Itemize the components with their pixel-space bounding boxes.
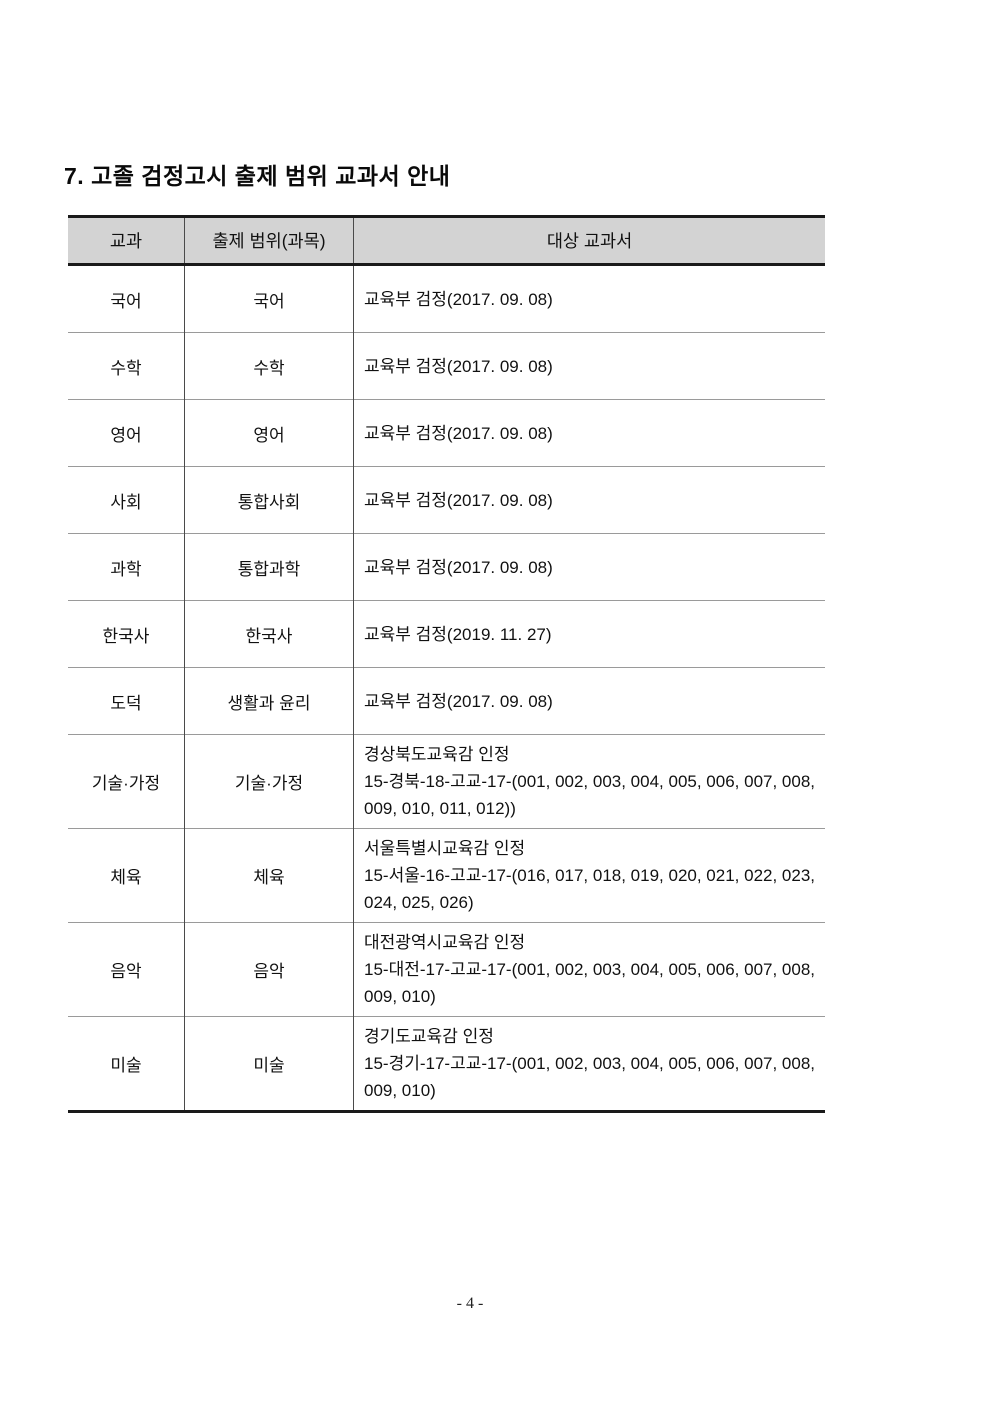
table-row: 국어 국어 교육부 검정(2017. 09. 08) [68,264,825,333]
cell-subject: 기술·가정 [68,734,185,829]
table-row: 음악 음악 대전광역시교육감 인정 15-대전-17-고교-17-(001, 0… [68,922,825,1017]
cell-textbook: 교육부 검정(2019. 11. 27) [353,600,825,668]
cell-subject: 도덕 [68,667,185,735]
page-title: 7. 고졸 검정고시 출제 범위 교과서 안내 [64,163,451,189]
table-row: 체육 체육 서울특별시교육감 인정 15-서울-16-고교-17-(016, 0… [68,828,825,923]
cell-scope: 영어 [184,399,354,467]
page-number: - 4 - [456,1295,484,1312]
cell-subject: 영어 [68,399,185,467]
cell-textbook: 교육부 검정(2017. 09. 08) [353,533,825,601]
cell-scope: 생활과 윤리 [184,667,354,735]
cell-textbook: 경기도교육감 인정 15-경기-17-고교-17-(001, 002, 003,… [353,1016,825,1112]
cell-subject: 체육 [68,828,185,923]
cell-scope: 체육 [184,828,354,923]
cell-subject: 한국사 [68,600,185,668]
table-row: 영어 영어 교육부 검정(2017. 09. 08) [68,399,825,467]
cell-scope: 기술·가정 [184,734,354,829]
table-header: 교과 출제 범위(과목) 대상 교과서 [68,216,825,266]
cell-textbook: 경상북도교육감 인정 15-경북-18-고교-17-(001, 002, 003… [353,734,825,829]
table-row: 수학 수학 교육부 검정(2017. 09. 08) [68,332,825,400]
cell-subject: 음악 [68,922,185,1017]
cell-textbook: 대전광역시교육감 인정 15-대전-17-고교-17-(001, 002, 00… [353,922,825,1017]
cell-textbook: 교육부 검정(2017. 09. 08) [364,289,553,309]
cell-textbook: 서울특별시교육감 인정 15-서울-16-고교-17-(016, 017, 01… [353,828,825,923]
table-row: 미술 미술 경기도교육감 인정 15-경기-17-고교-17-(001, 002… [68,1016,825,1112]
cell-subject: 과학 [68,533,185,601]
table-row: 사회 통합사회 교육부 검정(2017. 09. 08) [68,466,825,534]
cell-textbook: 교육부 검정(2017. 09. 08) [353,332,825,400]
table-header-row: 교과 출제 범위(과목) 대상 교과서 [68,216,825,266]
header-scope: 출제 범위(과목) [184,216,354,266]
table-row: 도덕 생활과 윤리 교육부 검정(2017. 09. 08) [68,667,825,735]
cell-scope: 통합사회 [184,466,354,534]
cell-scope: 한국사 [184,600,354,668]
cell-textbook: 교육부 검정(2017. 09. 08) [353,667,825,735]
header-textbook: 대상 교과서 [353,216,825,266]
table-body: 국어 국어 교육부 검정(2017. 09. 08) 수학 수학 교육부 검정(… [68,264,825,1112]
cell-scope: 음악 [184,922,354,1017]
table-row: 과학 통합과학 교육부 검정(2017. 09. 08) [68,533,825,601]
table-row: 기술·가정 기술·가정 경상북도교육감 인정 15-경북-18-고교-17-(0… [68,734,825,829]
cell-subject: 수학 [68,332,185,400]
cell-scope: 수학 [184,332,354,400]
cell-subject: 사회 [68,466,185,534]
textbook-table: 교과 출제 범위(과목) 대상 교과서 국어 국어 교육부 검정(2017. 0… [68,215,825,1113]
cell-scope: 통합과학 [184,533,354,601]
cell-textbook: 교육부 검정(2017. 09. 08) [353,466,825,534]
cell-subject: 국어 [68,264,185,333]
cell-scope: 미술 [184,1016,354,1112]
table-row: 한국사 한국사 교육부 검정(2019. 11. 27) [68,600,825,668]
cell-subject: 미술 [68,1016,185,1112]
cell-scope: 국어 [184,264,354,333]
header-subject: 교과 [68,216,185,266]
cell-textbook: 교육부 검정(2017. 09. 08) [353,399,825,467]
